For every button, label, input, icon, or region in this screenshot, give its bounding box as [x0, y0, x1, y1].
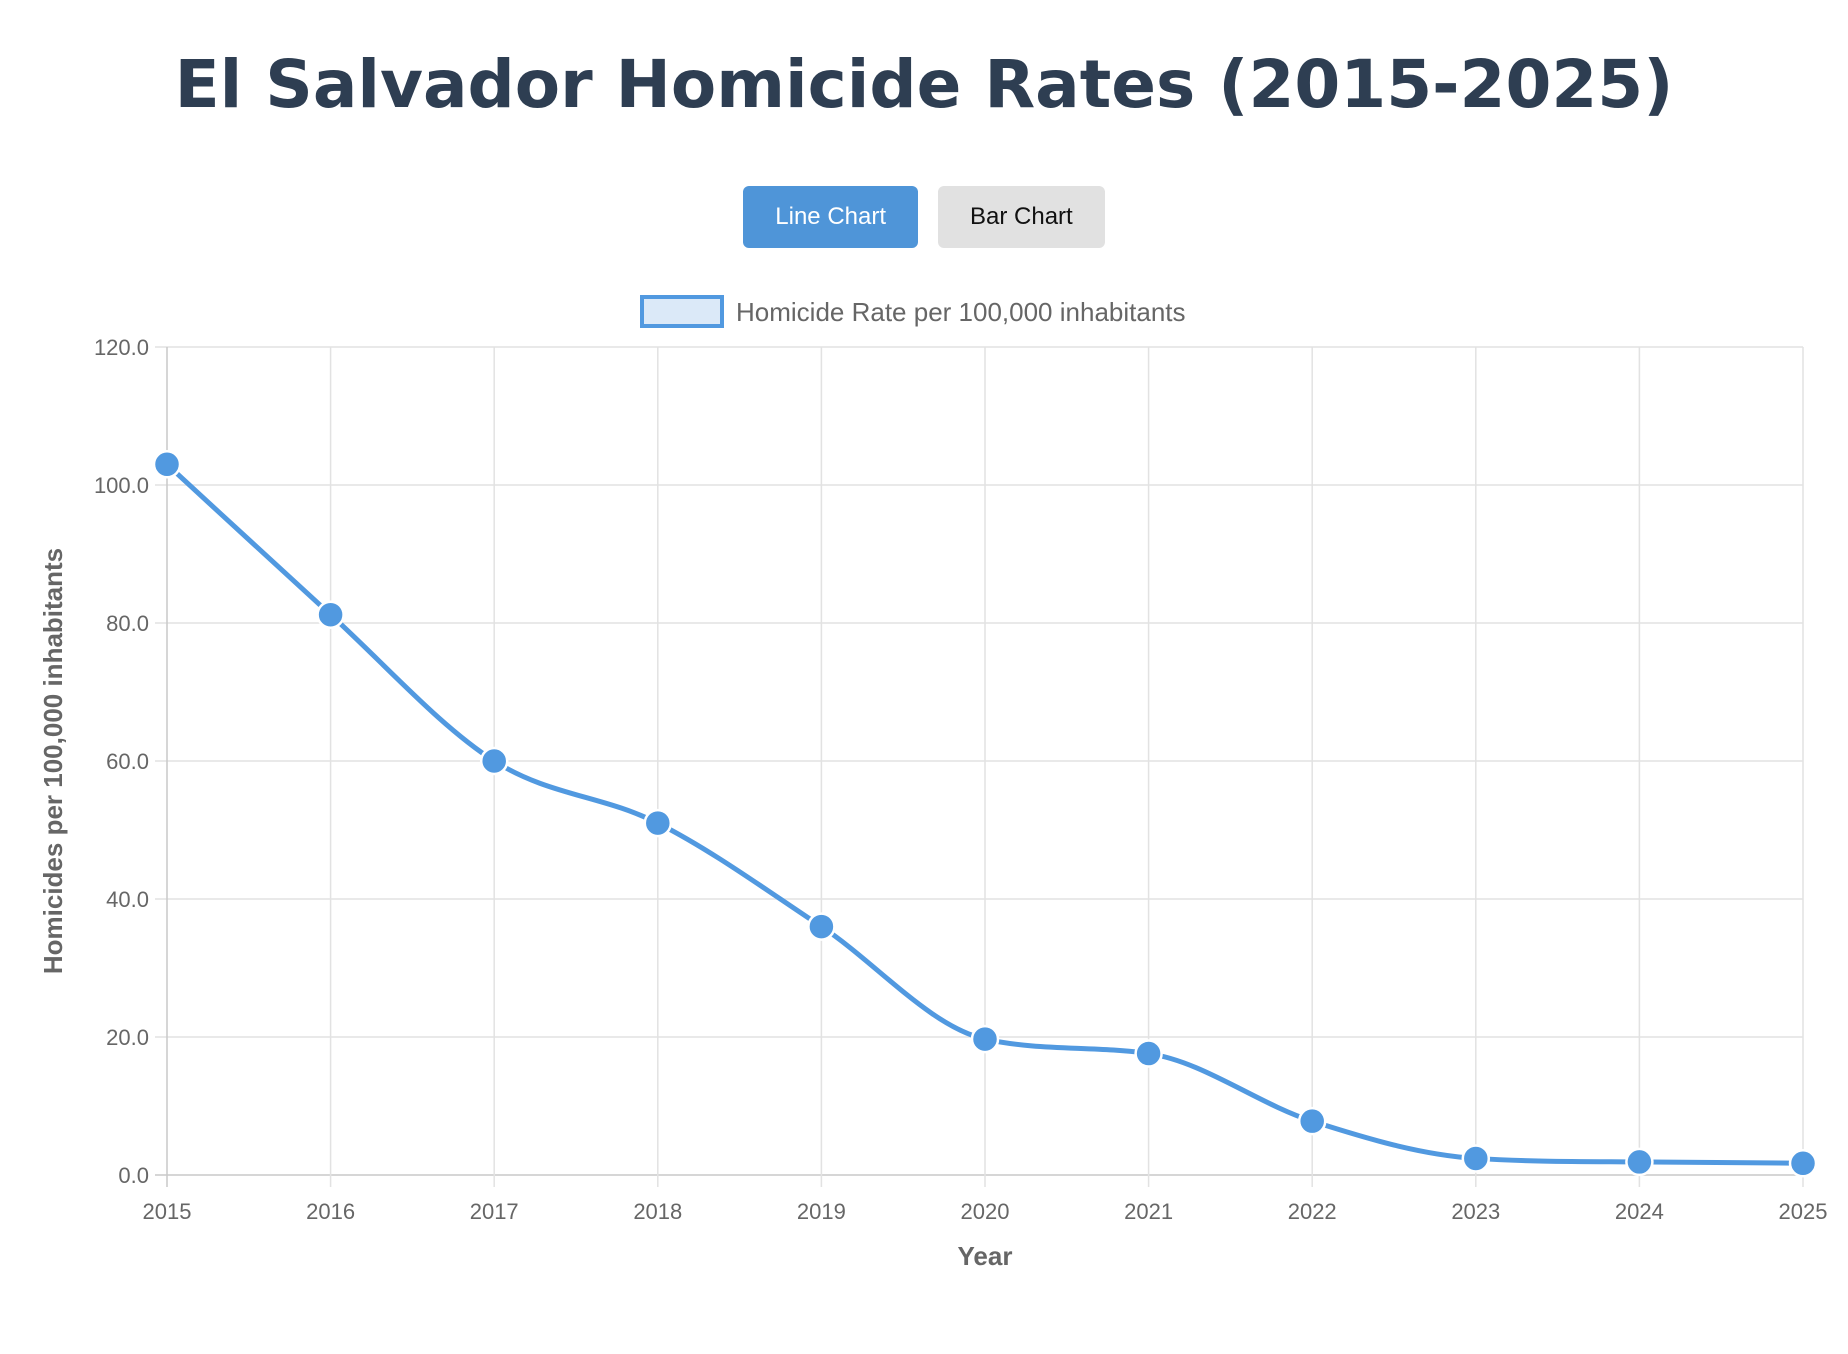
x-tick-label: 2015	[143, 1199, 192, 1224]
x-tick-label: 2016	[306, 1199, 355, 1224]
y-tick-label: 120.0	[94, 335, 149, 360]
axes: 0.0 20.0 40.0 60.0 80.0 100.0 120.0 2015 2016 201…	[94, 335, 1828, 1224]
legend[interactable]: Homicide Rate per 100,000 inhabitants	[640, 295, 1186, 328]
data-point-2020[interactable]	[970, 1024, 1000, 1054]
grid	[155, 346, 1804, 1187]
y-tick-label: 80.0	[106, 611, 149, 636]
data-point-2016[interactable]	[316, 600, 345, 629]
x-tick-label: 2024	[1615, 1199, 1664, 1224]
chart-type-toggle: Line Chart Bar Chart	[0, 186, 1848, 248]
data-point-2025[interactable]	[1788, 1149, 1818, 1178]
y-tick-label: 0.0	[118, 1163, 149, 1188]
x-tick-label: 2019	[797, 1199, 846, 1224]
y-tick-label: 40.0	[106, 887, 149, 912]
x-tick-label: 2017	[470, 1199, 519, 1224]
legend-swatch[interactable]	[640, 295, 724, 328]
data-point-2024[interactable]	[1625, 1147, 1654, 1177]
x-tick-label: 2018	[633, 1199, 682, 1224]
data-points[interactable]	[152, 450, 1818, 1178]
x-axis-title: Year	[958, 1241, 1013, 1271]
y-tick-label: 60.0	[106, 749, 149, 774]
data-point-2022[interactable]	[1297, 1106, 1327, 1136]
line-chart-button[interactable]: Line Chart	[743, 186, 919, 248]
data-point-2021[interactable]	[1134, 1039, 1163, 1068]
page-title: El Salvador Homicide Rates (2015-2025)	[174, 46, 1674, 123]
data-point-2015[interactable]	[152, 450, 182, 479]
data-point-2017[interactable]	[479, 746, 509, 776]
bar-chart-button[interactable]: Bar Chart	[938, 186, 1105, 248]
x-tick-label: 2020	[961, 1199, 1010, 1224]
data-point-2018[interactable]	[643, 808, 673, 838]
series-line	[164, 461, 1806, 1166]
y-axis-title: Homicides per 100,000 inhabitants	[38, 548, 68, 974]
x-tick-label: 2022	[1288, 1199, 1337, 1224]
x-tick-label: 2021	[1124, 1199, 1173, 1224]
x-tick-label: 2025	[1779, 1199, 1828, 1224]
legend-label[interactable]: Homicide Rate per 100,000 inhabitants	[736, 297, 1186, 327]
series-homicide-rate	[164, 461, 1806, 1166]
y-tick-label: 100.0	[94, 473, 149, 498]
data-point-2023[interactable]	[1461, 1144, 1491, 1173]
data-point-2019[interactable]	[807, 912, 836, 941]
x-tick-label: 2023	[1451, 1199, 1500, 1224]
y-tick-label: 20.0	[106, 1025, 149, 1050]
